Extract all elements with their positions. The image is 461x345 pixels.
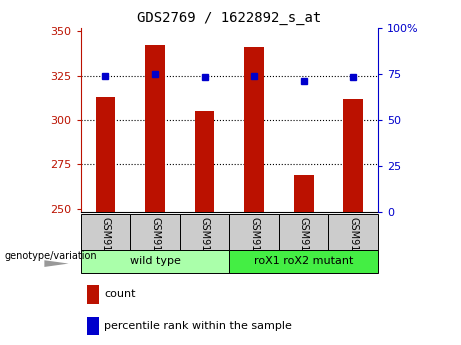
Bar xyxy=(87,317,99,335)
Bar xyxy=(81,214,130,250)
Bar xyxy=(195,111,214,212)
Text: GSM91121: GSM91121 xyxy=(299,217,309,270)
Bar xyxy=(95,97,115,212)
Bar xyxy=(279,214,328,250)
Bar xyxy=(180,214,229,250)
Text: count: count xyxy=(105,289,136,299)
Text: wild type: wild type xyxy=(130,256,180,266)
Text: roX1 roX2 mutant: roX1 roX2 mutant xyxy=(254,256,354,266)
Bar xyxy=(130,214,180,250)
Bar xyxy=(229,250,378,273)
Bar xyxy=(229,214,279,250)
Polygon shape xyxy=(44,260,69,267)
Bar xyxy=(145,45,165,212)
Text: percentile rank within the sample: percentile rank within the sample xyxy=(105,321,292,331)
Text: GSM91138: GSM91138 xyxy=(200,217,210,269)
Text: GSM91131: GSM91131 xyxy=(348,217,358,269)
Bar xyxy=(294,175,313,212)
Title: GDS2769 / 1622892_s_at: GDS2769 / 1622892_s_at xyxy=(137,11,321,25)
Bar xyxy=(244,47,264,212)
Text: genotype/variation: genotype/variation xyxy=(4,252,97,262)
Text: GSM91135: GSM91135 xyxy=(150,217,160,270)
Text: GSM91119: GSM91119 xyxy=(249,217,259,269)
Text: GSM91133: GSM91133 xyxy=(100,217,111,269)
Bar xyxy=(87,285,99,304)
Bar xyxy=(343,99,363,212)
Bar xyxy=(81,250,230,273)
Bar xyxy=(328,214,378,250)
